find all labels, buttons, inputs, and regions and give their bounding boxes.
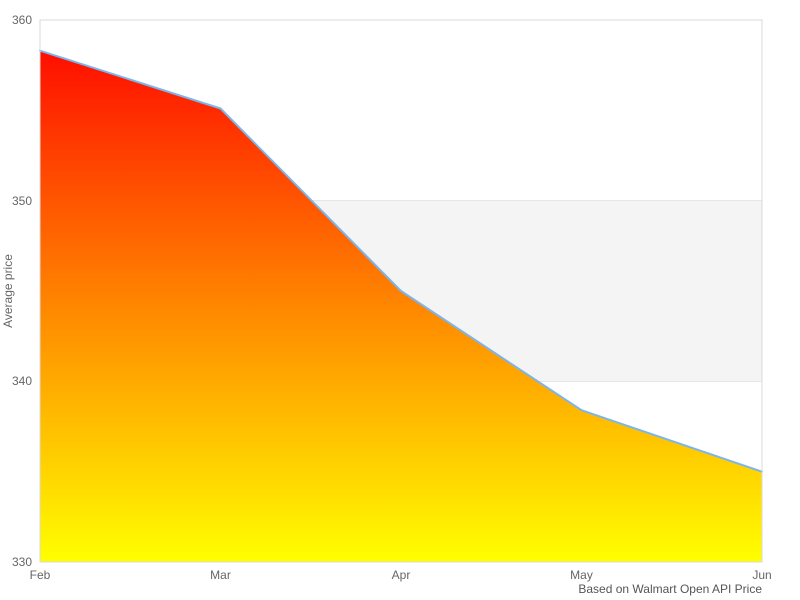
y-axis-title: Average price	[1, 254, 15, 328]
x-axis-tick-label: Jun	[752, 568, 772, 582]
y-axis-tick-label: 330	[11, 555, 32, 569]
x-axis-tick-label: May	[570, 568, 593, 582]
y-axis-tick-label: 360	[11, 13, 32, 27]
area-fill	[40, 50, 762, 562]
plot-border	[39, 19, 763, 563]
y-axis-tick-label: 340	[11, 374, 32, 389]
y-axis-tick-label: 350	[11, 193, 32, 208]
series-line	[39, 49, 763, 473]
x-axis-tick-label: Apr	[391, 568, 411, 582]
x-axis-tick-label: Mar	[210, 568, 231, 582]
x-axis-tick-label: Feb	[29, 568, 51, 582]
credits-label: Based on Walmart Open API Price	[578, 582, 762, 596]
